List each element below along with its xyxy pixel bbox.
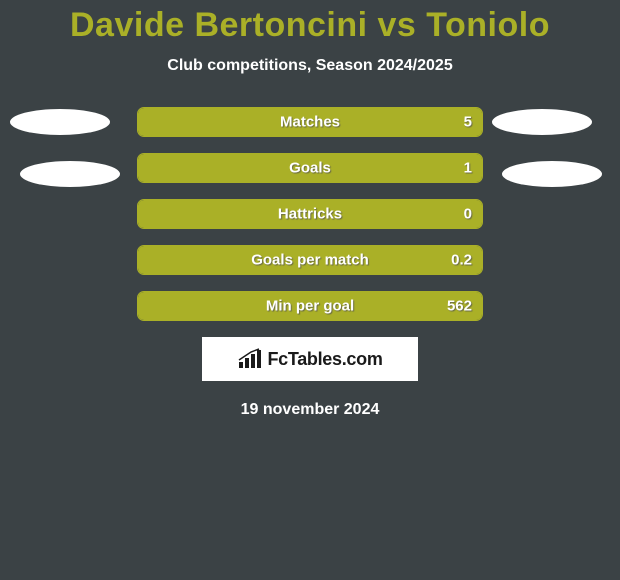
stat-row: Matches 5 bbox=[137, 107, 483, 137]
logo-box: FcTables.com bbox=[202, 337, 418, 381]
stat-row-label: Min per goal bbox=[266, 298, 354, 315]
page-title: Davide Bertoncini vs Toniolo bbox=[0, 0, 620, 45]
stat-row-label: Goals bbox=[289, 160, 331, 177]
decorative-ellipse bbox=[10, 109, 110, 135]
stat-row-value: 5 bbox=[464, 114, 472, 131]
stat-row: Goals per match 0.2 bbox=[137, 245, 483, 275]
stats-area: Matches 5 Goals 1 Hattricks 0 Goals per match 0… bbox=[0, 107, 620, 321]
stat-row: Goals 1 bbox=[137, 153, 483, 183]
date-text: 19 november 2024 bbox=[0, 401, 620, 419]
stat-row-value: 1 bbox=[464, 160, 472, 177]
decorative-ellipse bbox=[492, 109, 592, 135]
stat-row-value: 0 bbox=[464, 206, 472, 223]
stat-row-label: Matches bbox=[280, 114, 340, 131]
logo-text: FcTables.com bbox=[267, 349, 382, 370]
stat-row-label: Hattricks bbox=[278, 206, 342, 223]
stat-row-value: 562 bbox=[447, 298, 472, 315]
subtitle: Club competitions, Season 2024/2025 bbox=[0, 57, 620, 75]
stat-row-value: 0.2 bbox=[451, 252, 472, 269]
chart-icon bbox=[237, 348, 263, 370]
decorative-ellipse bbox=[502, 161, 602, 187]
stat-row-label: Goals per match bbox=[251, 252, 369, 269]
stat-row: Min per goal 562 bbox=[137, 291, 483, 321]
stat-row: Hattricks 0 bbox=[137, 199, 483, 229]
decorative-ellipse bbox=[20, 161, 120, 187]
